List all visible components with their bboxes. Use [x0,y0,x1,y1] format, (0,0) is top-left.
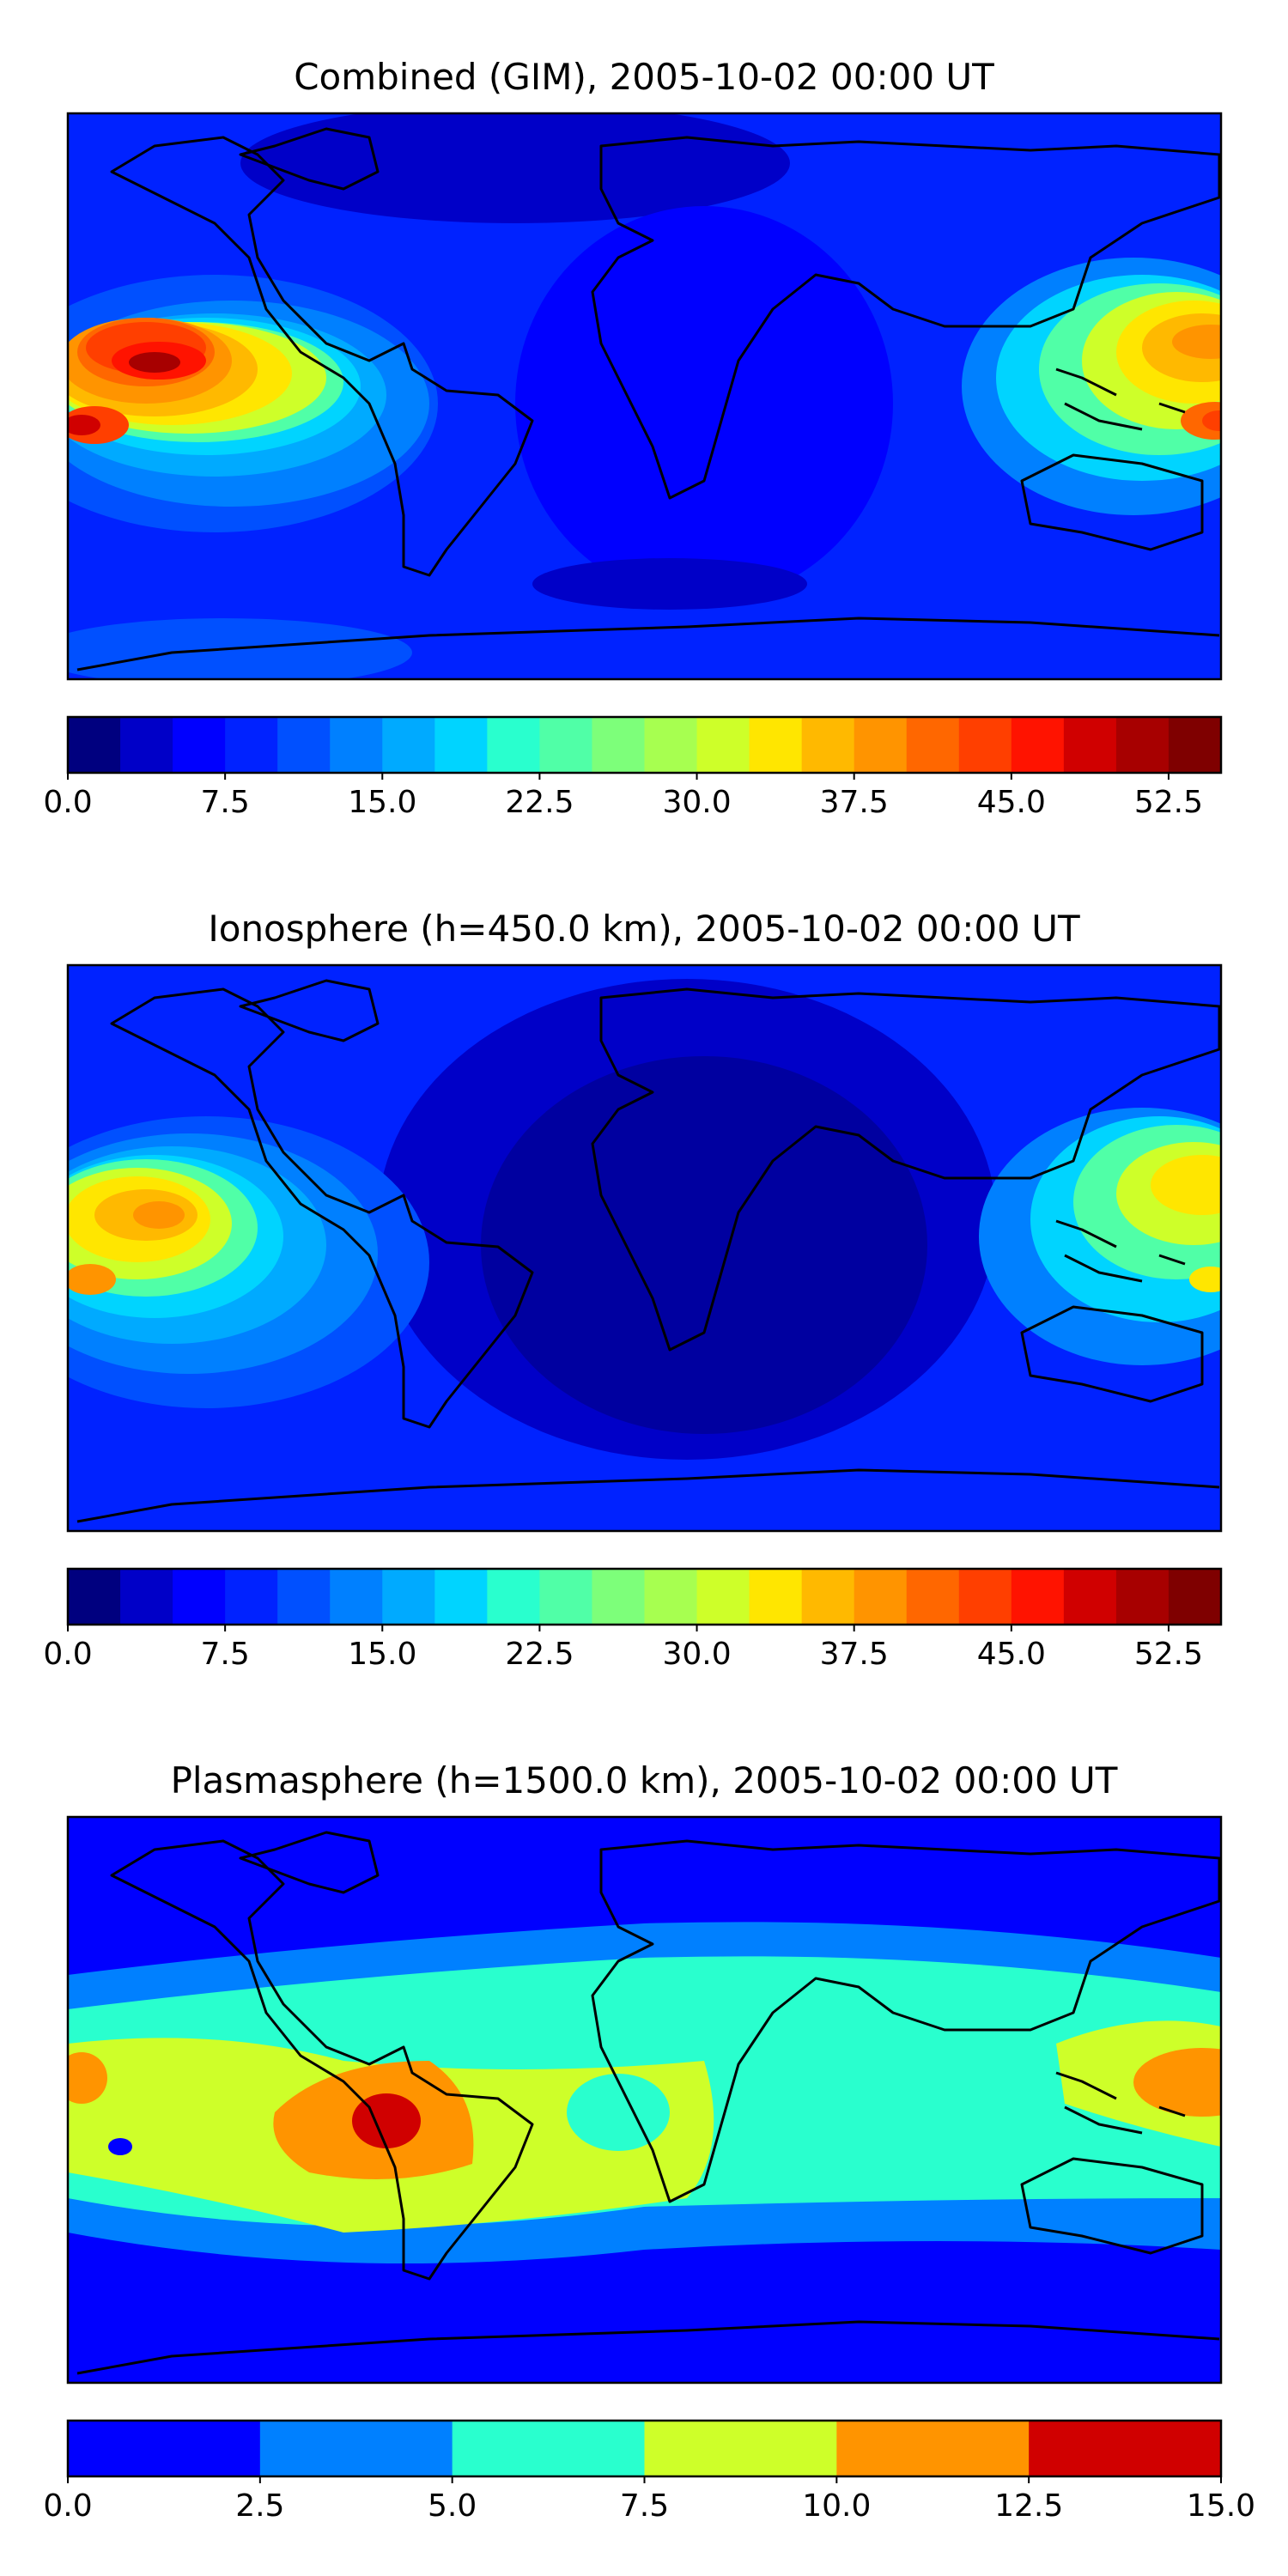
colorbar-3: 0.0 2.5 5.0 7.5 10.0 12.5 15.0 [43,2419,1255,2524]
colorbar-tick-label: 30.0 [662,785,731,820]
colorbar-bin [382,717,435,773]
colorbar-bin [644,717,698,773]
colorbar-tick-label: 15.0 [1187,2488,1255,2524]
colorbar-bin [277,1569,331,1625]
colorbar-bin [1168,717,1222,773]
colorbar-bin [1011,1569,1065,1625]
colorbar-bin [836,2421,1030,2476]
colorbar-bin [382,1569,435,1625]
colorbar-bin [1063,717,1117,773]
colorbar-bin [173,717,226,773]
colorbar-bin [452,2421,646,2476]
panel-1-title: Combined (GIM), 2005-10-02 00:00 UT [294,56,994,98]
colorbar-bin [120,1569,173,1625]
colorbar-bin [68,717,121,773]
colorbar-bin [120,717,173,773]
colorbar-tick-label: 12.5 [994,2488,1063,2524]
colorbar-tick-label: 52.5 [1134,785,1203,820]
colorbar-bin [958,1569,1012,1625]
map-1-field [68,113,1221,679]
coastlines-2 [76,979,1221,1523]
colorbar-tick-label: 45.0 [977,1637,1046,1672]
colorbar-bin [696,1569,750,1625]
colorbar-tick-label: 37.5 [820,1637,889,1672]
colorbar-bin [854,1569,908,1625]
panel-plasmasphere: Plasmasphere (h=1500.0 km), 2005-10-02 0… [43,1759,1255,2524]
panel-ionosphere: Ionosphere (h=450.0 km), 2005-10-02 00:0… [43,908,1223,1672]
colorbar-tick-label: 52.5 [1134,1637,1203,1672]
colorbar-bin [906,717,960,773]
colorbar-tick-label: 10.0 [802,2488,871,2524]
colorbar-bin [434,717,488,773]
colorbar-bin [487,1569,541,1625]
colorbar-bin [330,717,383,773]
colorbar-tick-label: 0.0 [43,1637,92,1672]
colorbar-tick-label: 2.5 [235,2488,284,2524]
coastlines-3 [76,1831,1221,2375]
map-3-field [68,1817,1221,2383]
colorbar-bin [277,717,331,773]
colorbar-frame [66,715,1223,775]
colorbar-tick-label: 5.0 [428,2488,477,2524]
colorbar-frame [66,1567,1223,1626]
map-2-frame [66,963,1223,1533]
coastlines-1 [76,127,1221,671]
colorbar-bin [225,1569,278,1625]
colorbar-bin [225,717,278,773]
map-2-field [68,965,1221,1531]
colorbar-bin [330,1569,383,1625]
colorbar-bin [644,2421,837,2476]
colorbar-bin [592,717,646,773]
colorbar-tick-label: 0.0 [43,2488,92,2524]
panel-2-title: Ionosphere (h=450.0 km), 2005-10-02 00:0… [208,908,1080,950]
colorbar-tick-label: 15.0 [348,1637,416,1672]
colorbar-tick-label: 7.5 [201,1637,250,1672]
colorbar-tick-label: 7.5 [620,2488,669,2524]
colorbar-bin [801,1569,855,1625]
panel-3-title: Plasmasphere (h=1500.0 km), 2005-10-02 0… [171,1759,1118,1801]
colorbar-bin [906,1569,960,1625]
colorbar-bin [1063,1569,1117,1625]
colorbar-tick-label: 30.0 [662,1637,731,1672]
colorbar-bin [592,1569,646,1625]
colorbar-bin [696,717,750,773]
colorbar-bin [68,1569,121,1625]
colorbar-bin [173,1569,226,1625]
colorbar-bin [1168,1569,1222,1625]
colorbar-bin [1115,1569,1170,1625]
colorbar-bin [434,1569,488,1625]
colorbar-bin [68,2421,261,2476]
colorbar-tick-label: 22.5 [505,1637,574,1672]
colorbar-tick-label: 37.5 [820,785,889,820]
colorbar-bin [539,717,593,773]
colorbar-tick-label: 15.0 [348,785,416,820]
colorbar-bin [749,717,803,773]
colorbar-tick-label: 45.0 [977,785,1046,820]
colorbar-1: 0.0 7.5 15.0 22.5 30.0 37.5 45.0 52.5 [43,715,1223,820]
colorbar-bin [801,717,855,773]
colorbar-bin [1029,2421,1222,2476]
colorbar-bin [1011,717,1065,773]
colorbar-bin [854,717,908,773]
colorbar-bin [487,717,541,773]
colorbar-bin [958,717,1012,773]
colorbar-bin [644,1569,698,1625]
panel-combined: Combined (GIM), 2005-10-02 00:00 UT [43,56,1223,820]
colorbar-bin [1115,717,1170,773]
colorbar-bin [539,1569,593,1625]
map-1-frame [66,112,1223,681]
colorbar-2: 0.0 7.5 15.0 22.5 30.0 37.5 45.0 52.5 [43,1567,1223,1672]
colorbar-bin [259,2421,453,2476]
colorbar-tick-label: 7.5 [201,785,250,820]
colorbar-bin [749,1569,803,1625]
colorbar-tick-label: 0.0 [43,785,92,820]
map-3-frame [66,1815,1223,2385]
colorbar-tick-label: 22.5 [505,785,574,820]
